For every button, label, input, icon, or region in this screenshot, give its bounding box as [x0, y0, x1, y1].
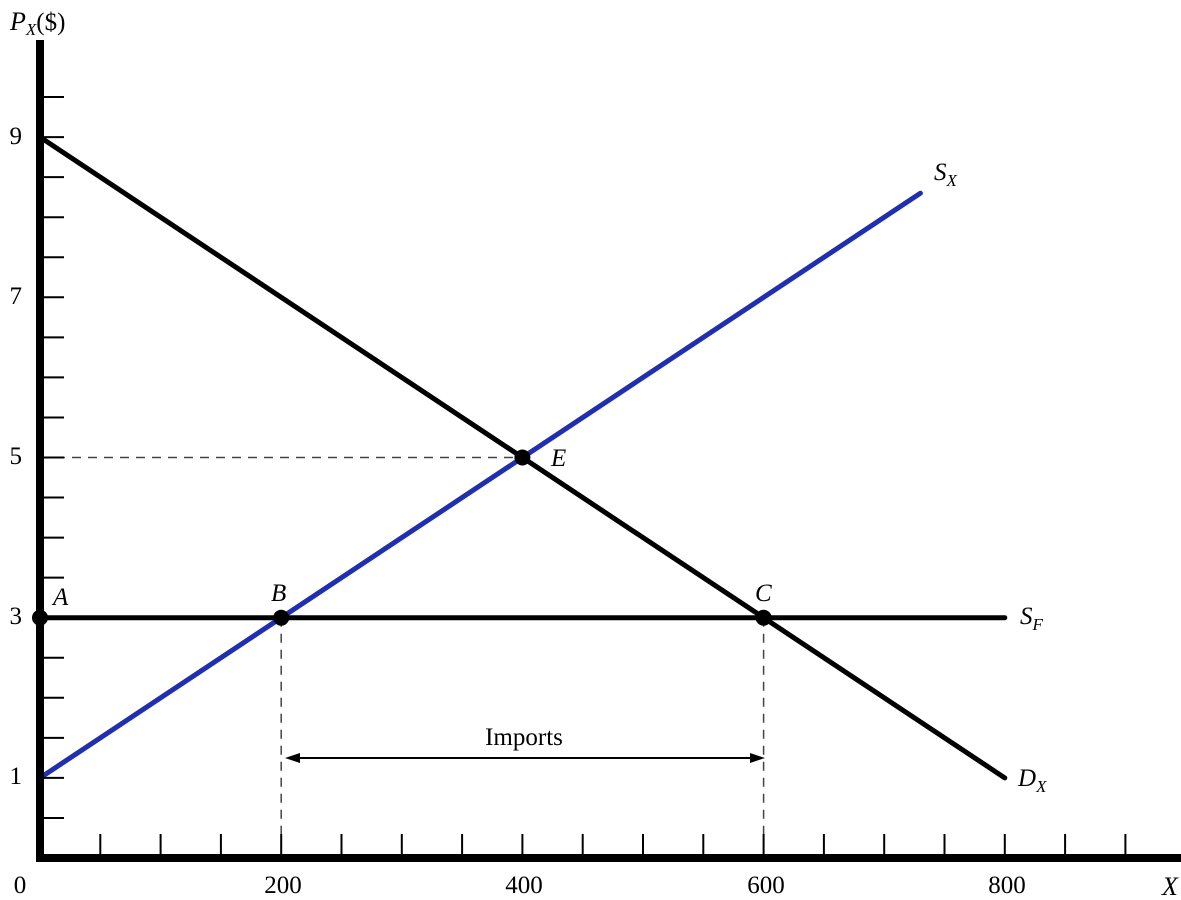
- curve-label-dx: DX: [1017, 765, 1047, 796]
- point-b: [273, 609, 290, 626]
- imports-arrowhead-right: [750, 753, 765, 763]
- x-tick-label-600: 600: [747, 872, 785, 899]
- axes: [36, 40, 1181, 862]
- point-label-a: A: [51, 584, 69, 611]
- point-label-b: B: [271, 580, 286, 607]
- guide-lines: [40, 456, 765, 858]
- y-tick-label-1: 1: [10, 763, 23, 790]
- x-tick-label-0: 0: [14, 872, 27, 899]
- x-tick-label-200: 200: [264, 872, 302, 899]
- imports-arrowhead-left: [285, 753, 300, 763]
- point-label-c: C: [755, 580, 772, 607]
- points: [32, 449, 772, 626]
- ticks: [42, 96, 1127, 856]
- supply-curve-sx: [37, 190, 923, 781]
- curve-label-sf: SF: [1020, 603, 1044, 634]
- y-tick-label-7: 7: [10, 283, 23, 310]
- y-tick-label-3: 3: [10, 603, 23, 630]
- imports-label: Imports: [485, 724, 563, 751]
- point-label-e: E: [550, 445, 566, 472]
- point-c: [755, 609, 772, 626]
- point-e: [514, 449, 531, 466]
- y-tick-label-9: 9: [10, 123, 23, 150]
- x-axis-title: X: [1161, 872, 1179, 900]
- y-axis-title: PX($): [9, 7, 65, 39]
- x-tick-label-800: 800: [988, 872, 1026, 899]
- curve-label-sx: SX: [934, 159, 958, 190]
- point-a: [32, 609, 48, 626]
- y-tick-label-5: 5: [10, 443, 23, 470]
- x-tick-label-400: 400: [505, 872, 543, 899]
